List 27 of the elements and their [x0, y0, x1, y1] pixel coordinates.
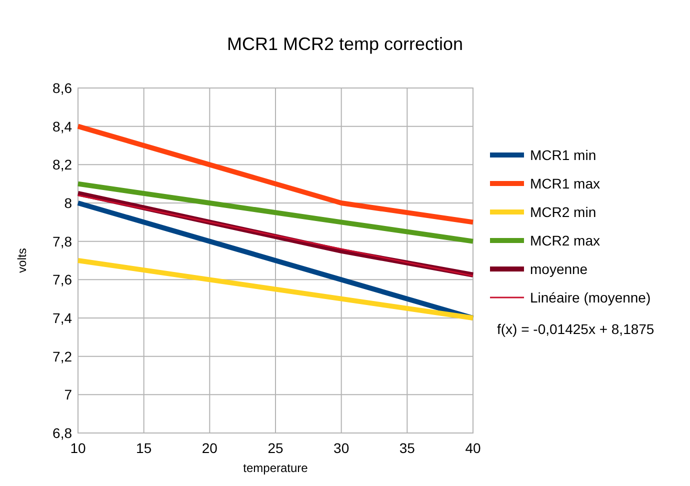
y-tick-label: 8,2 — [52, 156, 72, 173]
x-tick-label: 10 — [70, 440, 86, 456]
x-tick-label: 35 — [399, 440, 416, 456]
x-tick-label: 20 — [202, 440, 218, 456]
y-tick-label: 7 — [64, 386, 72, 403]
legend-label: moyenne — [530, 261, 588, 277]
x-tick-label: 40 — [465, 440, 481, 456]
chart-title: MCR1 MCR2 temp correction — [226, 34, 464, 54]
legend-label: MCR2 min — [530, 204, 596, 220]
legend-label: MCR1 max — [530, 176, 600, 192]
x-tick-label: 15 — [136, 440, 152, 456]
y-tick-label: 8,4 — [52, 118, 72, 134]
x-tick-label: 30 — [334, 440, 350, 456]
y-tick-label: 8 — [64, 195, 72, 211]
y-tick-label: 6,8 — [52, 425, 72, 441]
legend-label: Linéaire (moyenne) — [530, 290, 651, 306]
y-tick-label: 7,4 — [52, 310, 72, 326]
x-axis-title: temperature — [243, 461, 308, 475]
x-tick-label: 25 — [268, 440, 284, 456]
y-tick-label: 8,6 — [52, 80, 72, 96]
y-axis-title: volts — [15, 248, 29, 273]
y-tick-label: 7,2 — [52, 348, 72, 364]
text: f(x) = -0,01425x + 8,1875 — [497, 321, 654, 337]
y-tick-label: 7,8 — [52, 233, 72, 250]
legend-label: MCR2 max — [530, 232, 600, 248]
legend-label: MCR1 min — [530, 147, 596, 163]
y-tick-label: 7,6 — [52, 272, 72, 288]
